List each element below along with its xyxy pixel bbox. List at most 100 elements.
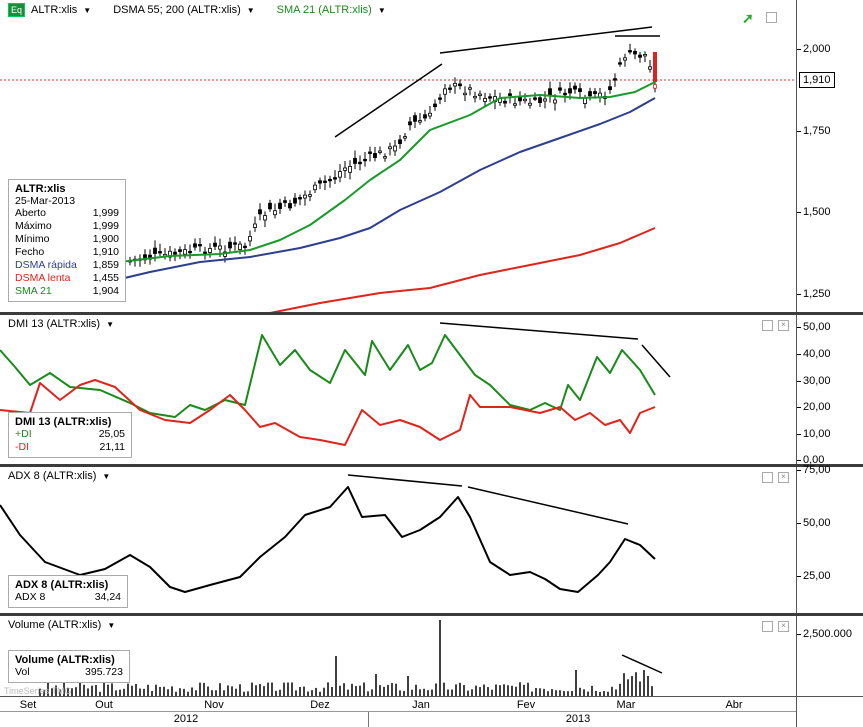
dsma-dropdown-icon[interactable]: ▼ (246, 5, 255, 15)
adx-line (0, 486, 656, 593)
candle-body (248, 236, 252, 242)
volume-trendline (621, 654, 663, 674)
candle-body (643, 54, 647, 57)
candle-body (583, 97, 587, 104)
candle-body (528, 102, 532, 106)
candle-body (178, 249, 182, 252)
candle-body (318, 180, 322, 184)
candle-body (183, 249, 187, 255)
adx-plot-area[interactable] (0, 467, 796, 613)
candle-body (363, 158, 367, 162)
dmi-title[interactable]: DMI 13 (ALTR:xlis) (8, 318, 101, 330)
candle-body (238, 243, 242, 250)
dsma-fast-line (94, 97, 656, 286)
adx-pane[interactable]: ADX 8 (ALTR:xlis) ▼ × 75,00 50,00 25,00 … (0, 464, 863, 613)
adx-trendline (347, 474, 463, 487)
last-candle (653, 52, 657, 82)
adx-dropdown-icon[interactable]: ▼ (102, 471, 111, 481)
sma21-line (119, 81, 656, 263)
adx-y-axis[interactable]: 75,00 50,00 25,00 (796, 464, 863, 613)
pane-restore-icon[interactable] (762, 621, 773, 632)
pane-close-icon[interactable]: × (778, 320, 789, 331)
watermark-label: TimeSeries TMG (4, 686, 72, 696)
pane-close-icon[interactable]: × (778, 472, 789, 483)
candle-body (368, 151, 372, 154)
y-tick: 50,00 (797, 517, 831, 529)
dsma-slow-line (269, 227, 656, 312)
candle-body (158, 251, 162, 254)
legend-label: ADX 8 (15, 591, 46, 603)
candle-body (503, 100, 507, 104)
candle-body (153, 247, 157, 254)
symbol-label[interactable]: ALTR:xlis (31, 4, 78, 16)
candle-body (328, 178, 332, 182)
y-tick: 25,00 (797, 570, 831, 582)
pane-splitter[interactable] (0, 613, 863, 616)
dmi-pane[interactable]: DMI 13 (ALTR:xlis) ▼ × 50,00 40,00 30,00… (0, 315, 863, 466)
candle-body (213, 242, 217, 247)
adx-title[interactable]: ADX 8 (ALTR:xlis) (8, 470, 97, 482)
candle-body (193, 243, 197, 248)
year-label: 2013 (565, 713, 591, 725)
legend-value: 21,11 (99, 441, 126, 453)
candle-body (653, 84, 657, 89)
candle-body (533, 97, 537, 100)
candle-body (268, 202, 272, 210)
dmi-data-window: DMI 13 (ALTR:xlis) +DI 25,05 -DI 21,11 (8, 412, 132, 458)
legend-title: Volume (ALTR:xlis) (15, 654, 115, 666)
y-tick: 40,00 (797, 348, 831, 360)
legend-value: 395.723 (85, 666, 123, 678)
price-y-axis[interactable]: 2,000 1,750 1,500 1,250 1,910 (796, 0, 863, 312)
pane-close-icon[interactable]: × (778, 621, 789, 632)
candle-body (393, 145, 397, 152)
volume-pane[interactable]: Volume (ALTR:xlis) ▼ × 2,500.000 Volume … (0, 616, 863, 696)
symbol-dropdown-icon[interactable]: ▼ (83, 5, 92, 15)
month-label: Nov (204, 699, 224, 711)
volume-y-axis[interactable]: 2,500.000 (796, 616, 863, 696)
year-row-divider (0, 711, 796, 712)
candle-body (378, 150, 382, 153)
pane-restore-icon[interactable] (762, 320, 773, 331)
sma-dropdown-icon[interactable]: ▼ (377, 5, 386, 15)
legend-value: 1,900 (92, 233, 119, 245)
pane-maximize-icon[interactable] (766, 12, 777, 23)
candle-body (333, 177, 337, 180)
trend-up-icon[interactable]: ➚ (742, 10, 754, 26)
volume-dropdown-icon[interactable]: ▼ (107, 620, 116, 630)
price-pane[interactable]: Eq ALTR:xlis ▼ DSMA 55; 200 (ALTR:xlis) … (0, 0, 863, 312)
trendline (334, 63, 443, 138)
pane-restore-icon[interactable] (762, 472, 773, 483)
candle-body (648, 66, 652, 70)
y-tick: 1,250 (797, 288, 831, 300)
legend-label: Mínimo (15, 233, 50, 245)
y-tick: 1,500 (797, 206, 831, 218)
volume-plot-area[interactable] (0, 616, 796, 696)
pane-splitter[interactable] (0, 464, 863, 467)
time-axis[interactable]: Set Out Nov Dez Jan Fev Mar Abr 2012 201… (0, 696, 863, 727)
dmi-chart-svg (0, 322, 671, 446)
y-tick: 2,500.000 (797, 628, 852, 640)
candle-body (468, 87, 472, 90)
dmi-dropdown-icon[interactable]: ▼ (106, 319, 115, 329)
legend-value: 1,904 (92, 285, 119, 297)
candle-body (488, 96, 492, 99)
legend-title: ADX 8 (ALTR:xlis) (15, 579, 109, 591)
candle-body (438, 97, 442, 100)
price-plot-area[interactable] (0, 0, 796, 312)
volume-pane-header: Volume (ALTR:xlis) ▼ (8, 619, 115, 631)
pane-splitter[interactable] (0, 312, 863, 315)
candle-body (608, 86, 612, 91)
candle-body (558, 87, 562, 91)
adx-chart-svg (0, 474, 656, 593)
sma-indicator-label[interactable]: SMA 21 (ALTR:xlis) (276, 4, 372, 16)
dmi-plot-area[interactable] (0, 315, 796, 464)
legend-date: 25-Mar-2013 (15, 195, 76, 207)
dmi-y-axis[interactable]: 50,00 40,00 30,00 20,00 10,00 0,00 (796, 315, 863, 466)
legend-label: Máximo (15, 220, 52, 232)
candle-body (573, 85, 577, 90)
volume-title[interactable]: Volume (ALTR:xlis) (8, 619, 102, 631)
legend-value: 25,05 (98, 428, 125, 440)
legend-label: DSMA lenta (15, 272, 71, 284)
dsma-indicator-label[interactable]: DSMA 55; 200 (ALTR:xlis) (113, 4, 241, 16)
